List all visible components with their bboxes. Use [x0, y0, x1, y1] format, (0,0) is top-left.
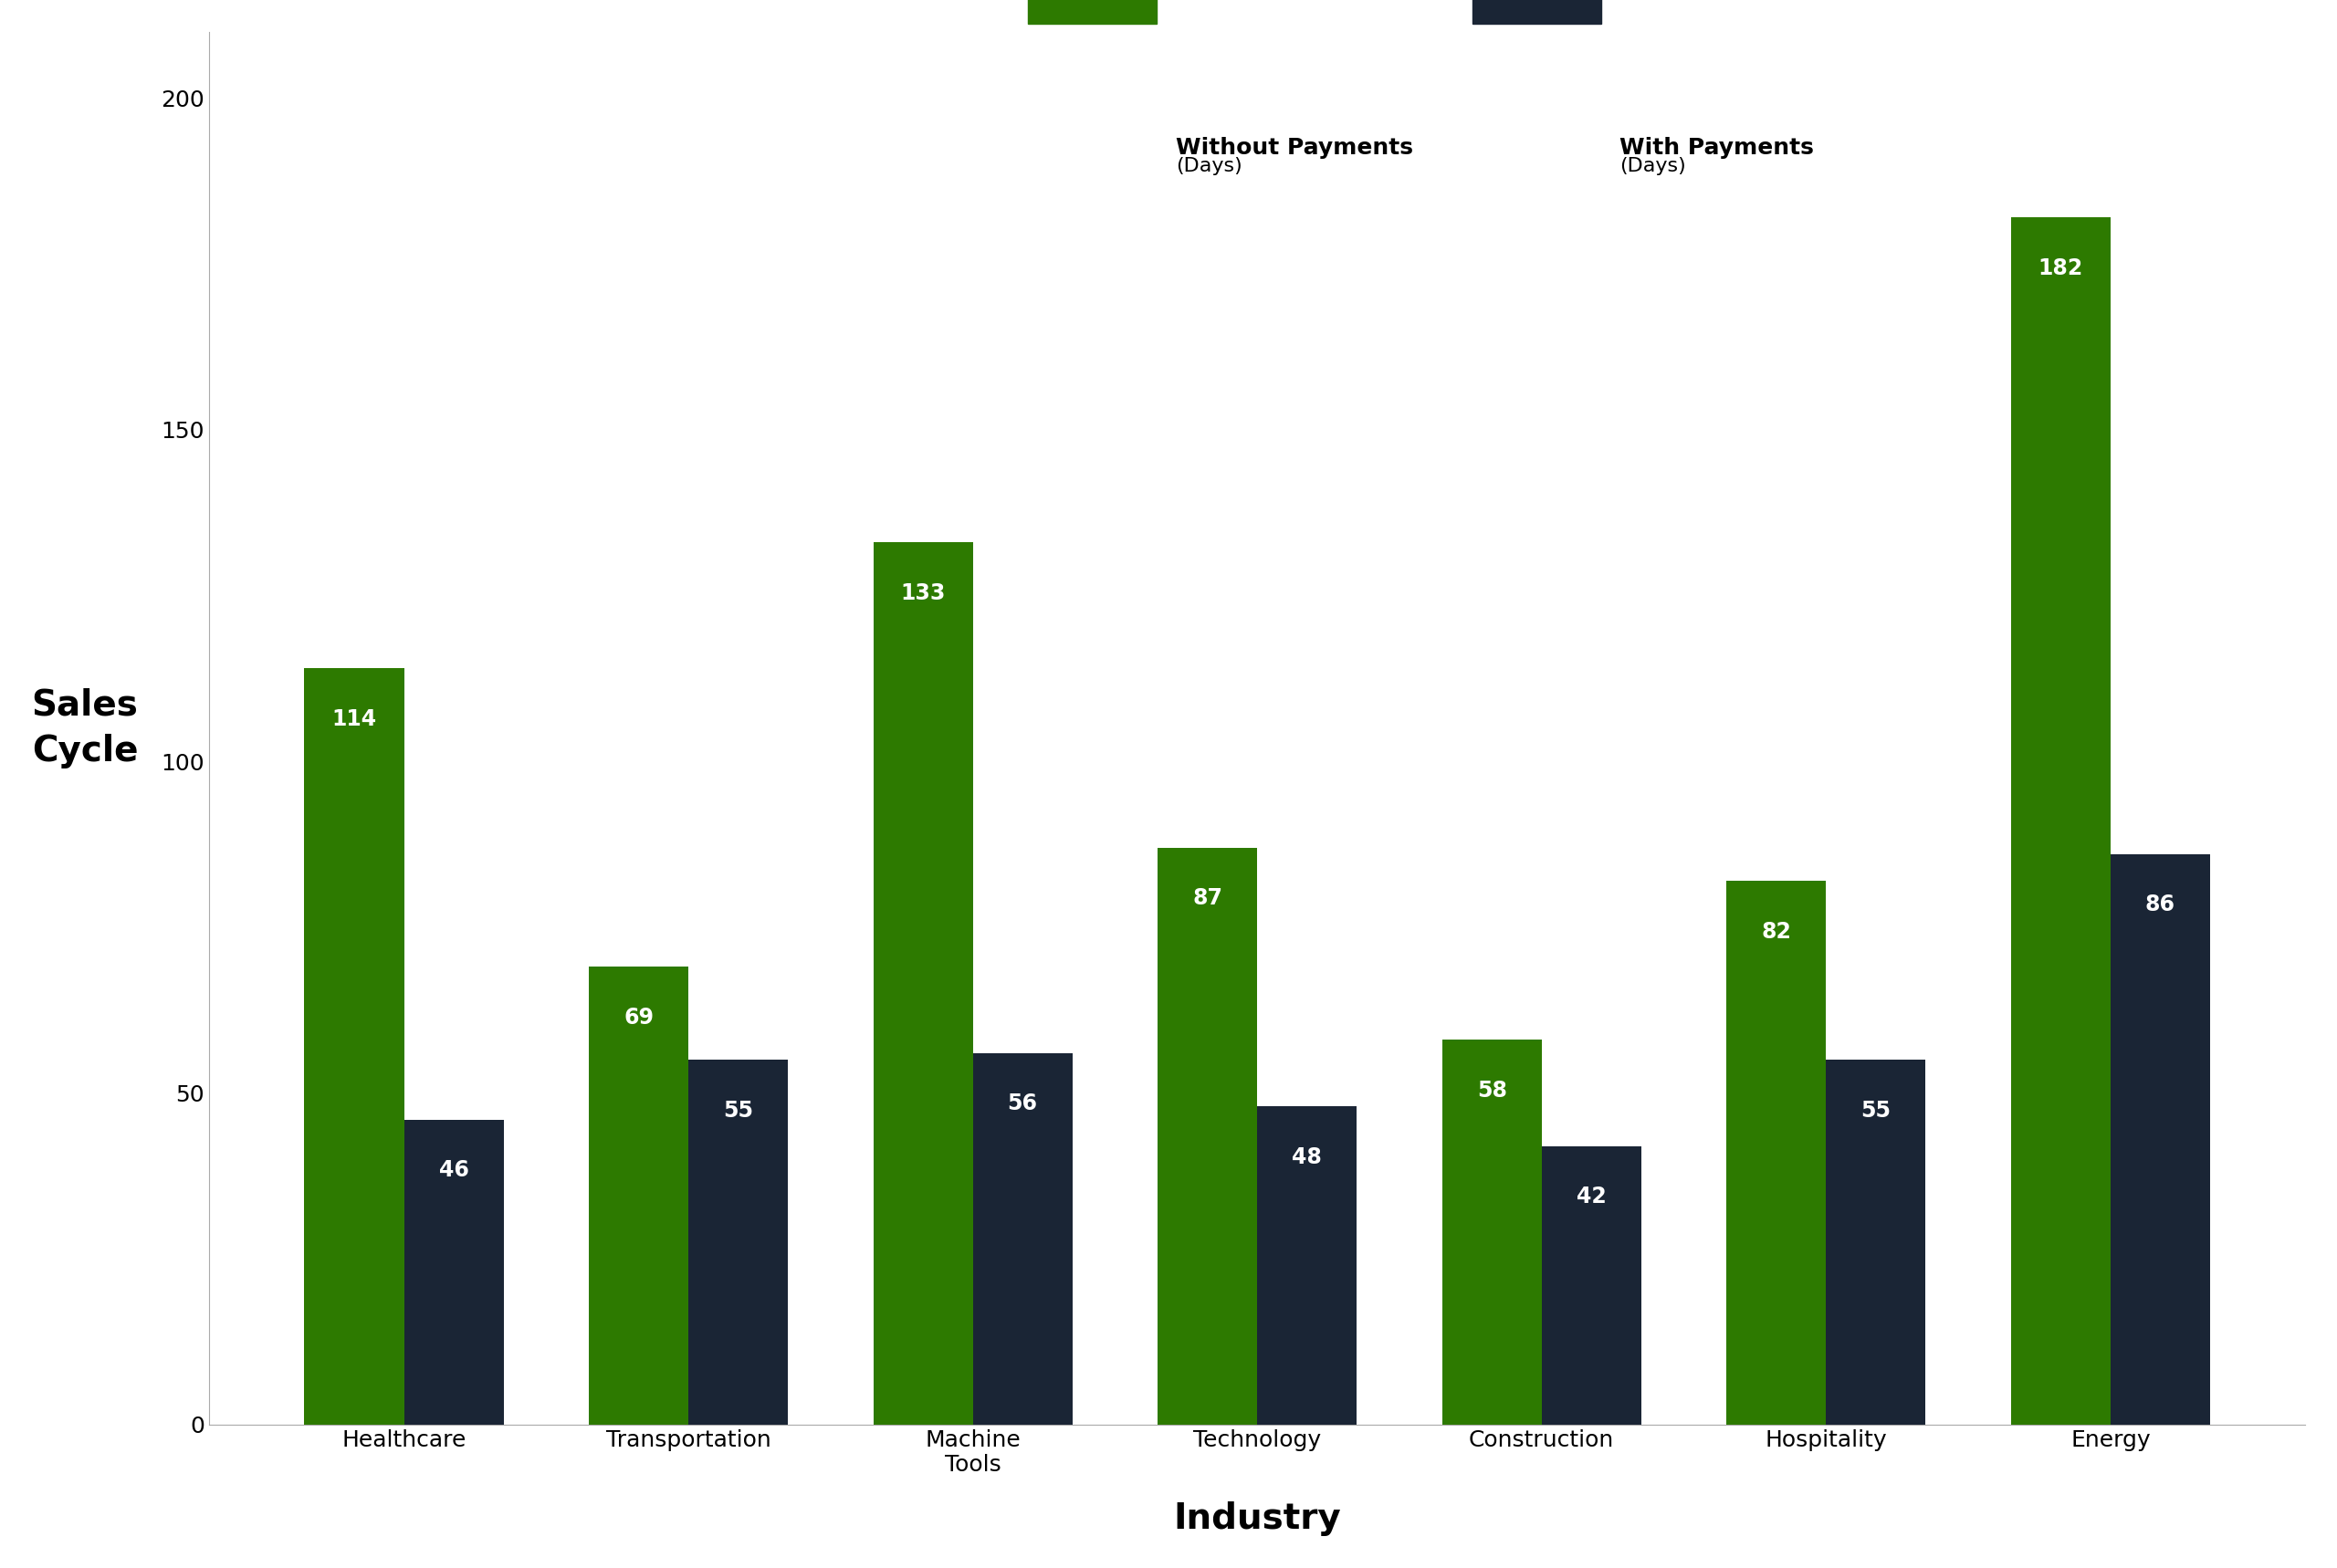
Text: 114: 114: [332, 709, 376, 731]
Bar: [404, 1120, 502, 1425]
Text: 69: 69: [624, 1007, 654, 1029]
Text: With Payments: With Payments: [1620, 136, 1814, 158]
Text: 55: 55: [722, 1099, 753, 1121]
Text: 86: 86: [2145, 894, 2176, 916]
Text: 82: 82: [1762, 920, 1790, 942]
Text: 133: 133: [900, 582, 946, 604]
Text: 46: 46: [439, 1159, 470, 1181]
Bar: [1257, 1105, 1358, 1425]
Text: 48: 48: [1292, 1146, 1323, 1168]
Text: 58: 58: [1477, 1080, 1507, 1102]
Bar: [2110, 855, 2211, 1425]
Bar: [589, 967, 689, 1425]
Text: 182: 182: [2038, 257, 2082, 279]
Bar: [1825, 1060, 1926, 1425]
Text: 87: 87: [1192, 887, 1222, 909]
Bar: [972, 1054, 1073, 1425]
Bar: [1442, 1040, 1542, 1425]
Text: 42: 42: [1577, 1185, 1606, 1207]
Bar: [1727, 881, 1825, 1425]
Text: 56: 56: [1007, 1093, 1038, 1115]
Text: 55: 55: [1860, 1099, 1891, 1121]
X-axis label: Industry: Industry: [1173, 1502, 1341, 1537]
Bar: [304, 668, 404, 1425]
Text: (Days): (Days): [1176, 157, 1241, 176]
Bar: [1542, 1146, 1641, 1425]
Text: (Days): (Days): [1620, 157, 1685, 176]
Bar: [689, 1060, 788, 1425]
Bar: [874, 543, 972, 1425]
Text: Without Payments: Without Payments: [1176, 136, 1414, 158]
Bar: [2010, 218, 2110, 1425]
Bar: [1157, 848, 1257, 1425]
Y-axis label: Sales
Cycle: Sales Cycle: [33, 688, 138, 768]
